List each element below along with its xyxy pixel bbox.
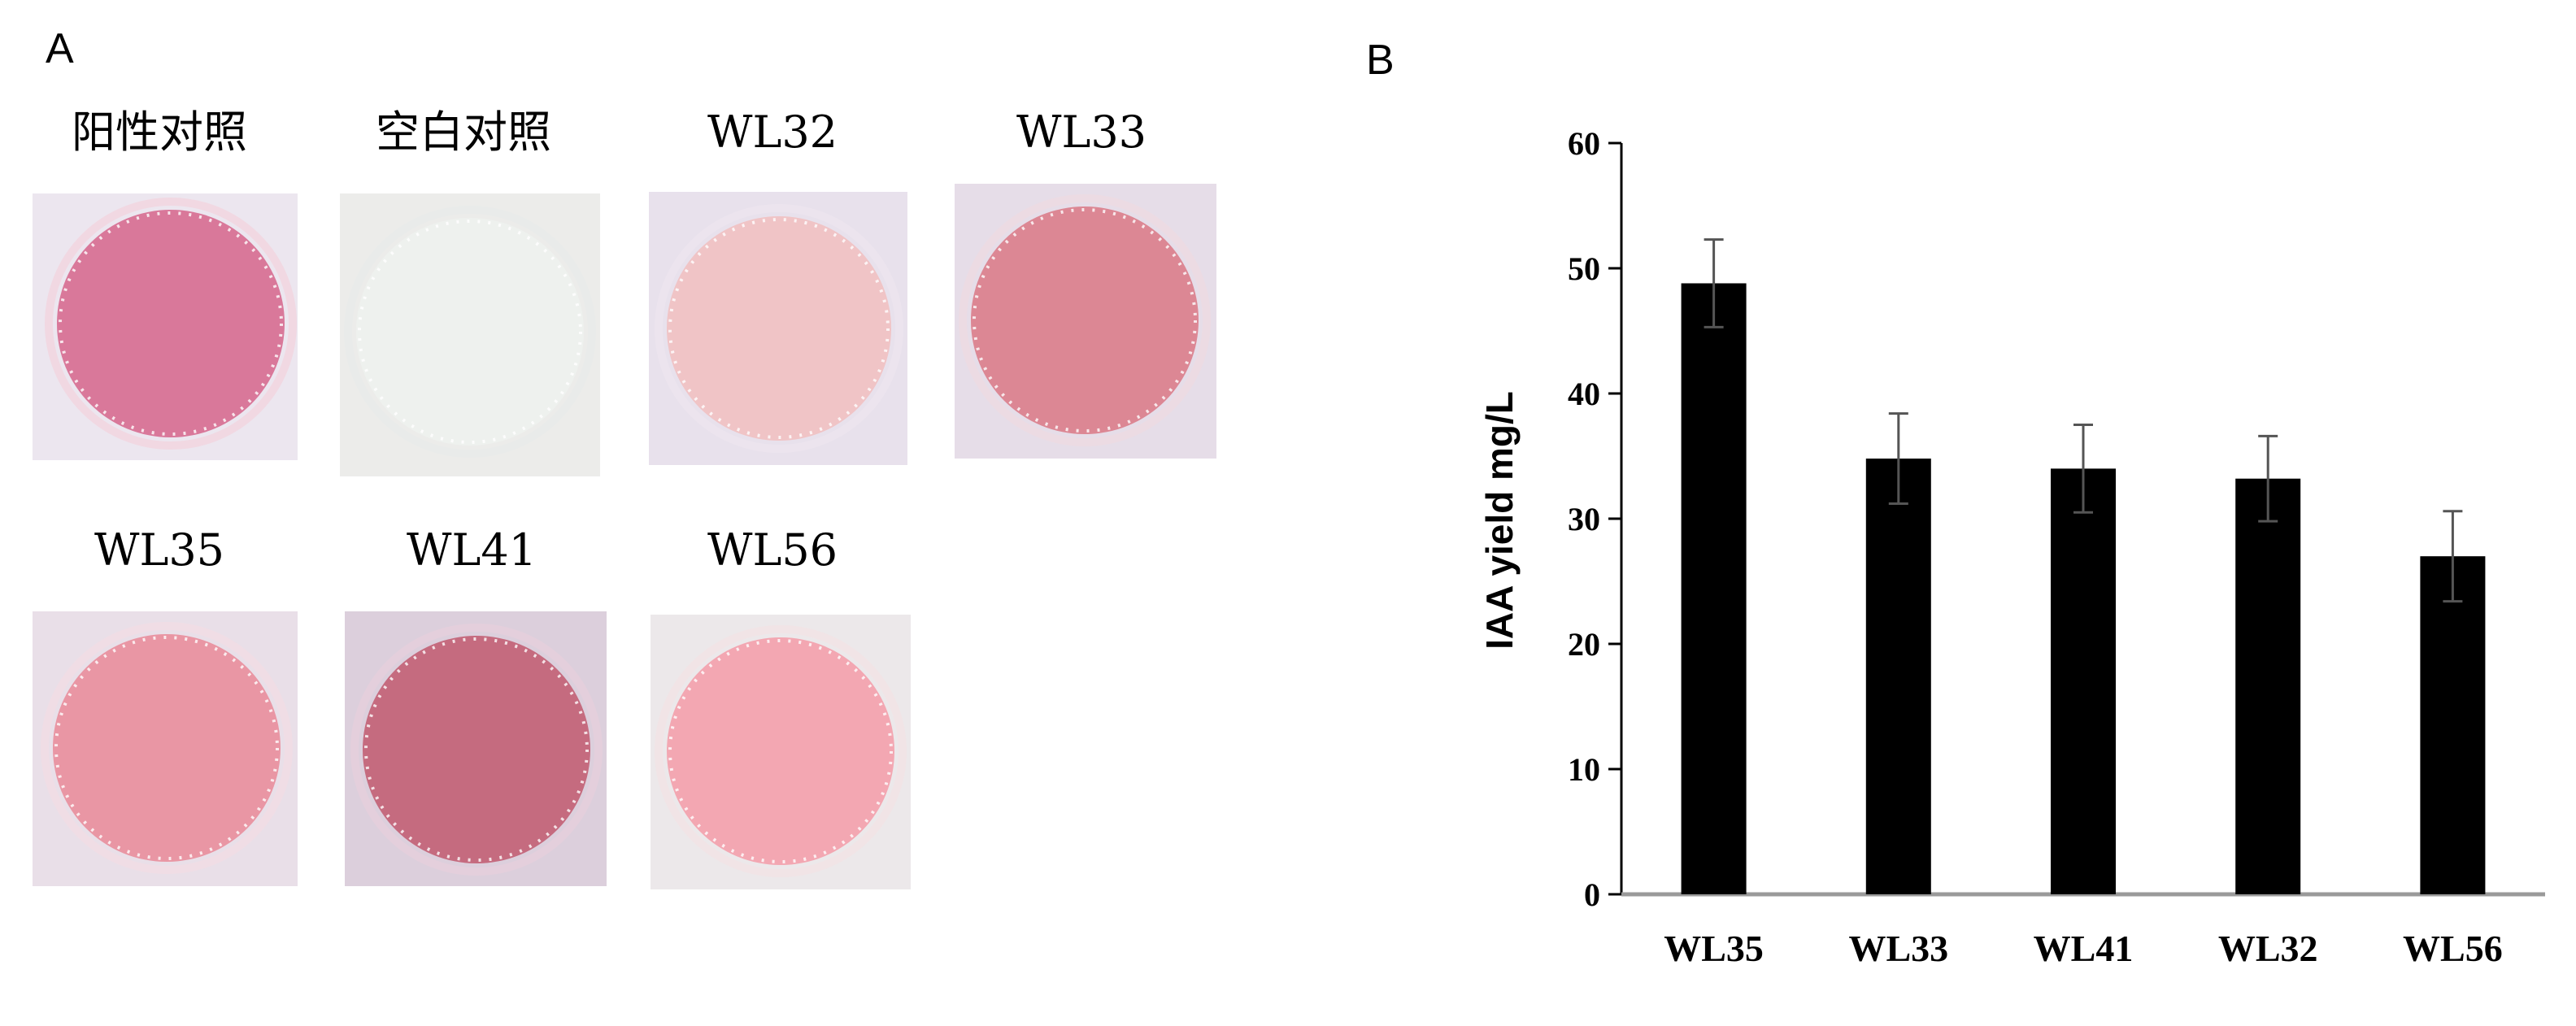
x-category-label: WL33 [1848,928,1948,969]
well-photo-blank-control [340,193,600,476]
y-tick-label: 50 [1568,250,1600,287]
x-axis: WL35 WL33 WL41 WL32 WL56 [1621,892,2545,969]
x-category-label: WL32 [2218,928,2318,969]
iaa-yield-bar-chart: 0 10 20 30 40 50 60 WL35 WL33 WL41 WL32 WL56 IAA y… [1478,125,2545,969]
well-photo-wl32 [649,192,907,465]
well-photo-wl56 [651,615,911,889]
y-tick-label: 60 [1568,125,1600,162]
y-tick-label: 20 [1568,626,1600,663]
y-tick-label: 0 [1584,876,1600,913]
well-photo-positive-control [33,193,298,460]
y-tick-label: 40 [1568,376,1600,412]
well-label-wl33: WL33 [1016,107,1147,158]
bar-wl32 [2235,478,2301,894]
y-tick-label: 10 [1568,751,1600,788]
well-label-wl32: WL32 [707,107,838,158]
well-photo-wl33 [955,184,1216,459]
well-label-wl41: WL41 [406,524,537,576]
well-label-blank-control: 空白对照 [376,107,551,158]
x-category-label: WL41 [2034,928,2134,969]
bar-wl41 [2051,468,2116,894]
x-category-label: WL35 [1664,928,1764,969]
panel-b-label: B [1366,37,1395,84]
well-photo-wl41 [345,611,607,886]
well-label-wl35: WL35 [94,524,225,576]
y-axis-title: IAA yield mg/L [1478,391,1521,650]
bar-wl35 [1681,283,1747,894]
well-label-positive-control: 阳性对照 [72,107,247,158]
error-bars [1704,238,2463,603]
well-photo-wl35 [33,611,298,886]
panel-a-label: A [46,25,74,72]
well-label-wl56: WL56 [707,524,838,576]
y-axis: 0 10 20 30 40 50 60 [1568,125,1623,913]
bar-wl56 [2420,556,2486,894]
bars [1681,283,2486,894]
y-tick-label: 30 [1568,501,1600,537]
bar-wl33 [1865,459,1931,894]
x-category-label: WL56 [2403,928,2503,969]
